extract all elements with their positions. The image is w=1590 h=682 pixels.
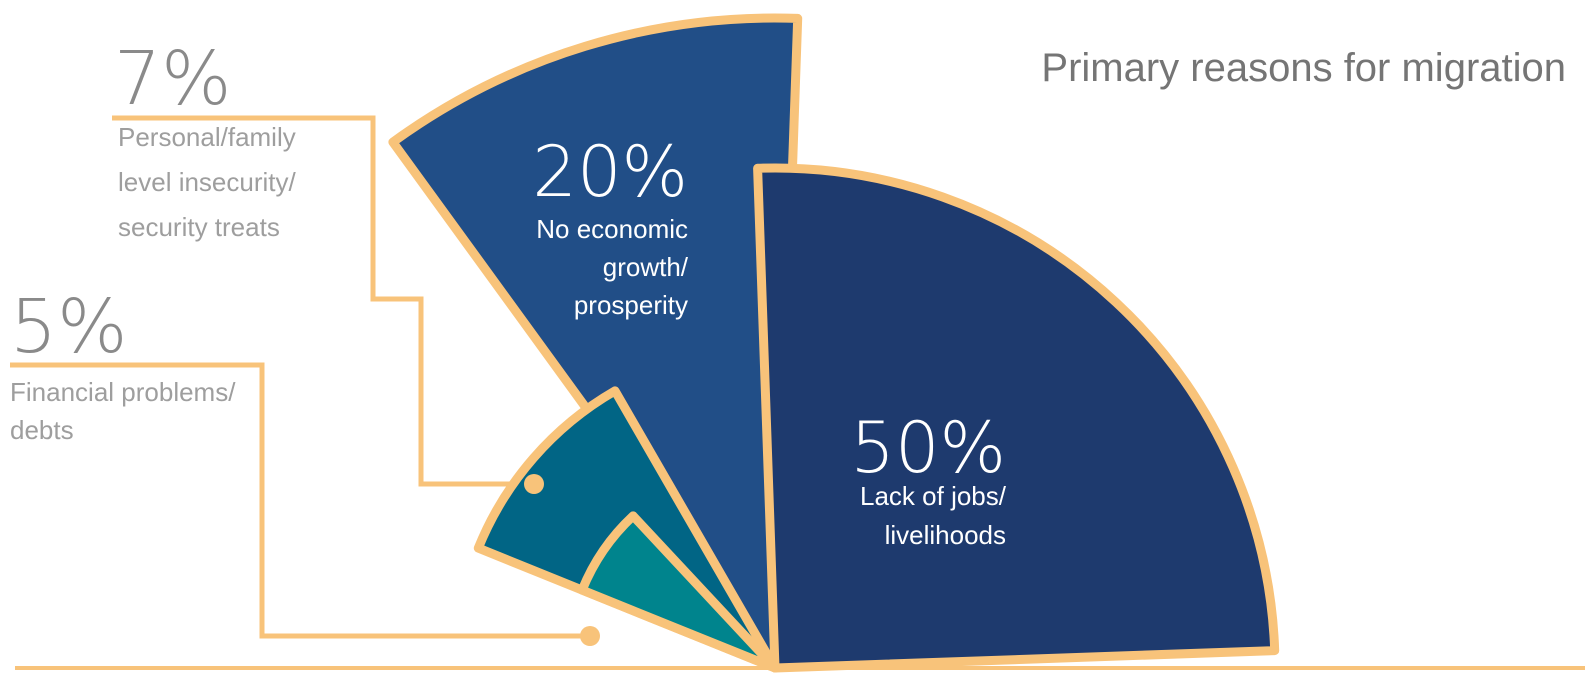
leader-dot-financial bbox=[580, 626, 600, 646]
leader-lines bbox=[10, 115, 590, 639]
chart-title: Primary reasons for migration bbox=[1041, 46, 1566, 90]
chart-slices bbox=[388, 13, 1280, 673]
slice-financial-problems bbox=[577, 511, 780, 673]
pct-financial-problems: 5% bbox=[10, 284, 127, 370]
label-lack-of-jobs-line-2: livelihoods bbox=[885, 520, 1006, 550]
label-personal-insecurity-line-2: level insecurity/ bbox=[118, 167, 297, 197]
slice-no-economic-growth bbox=[388, 13, 803, 673]
chart-labels: 5% Financial problems/debts 7%Personal/fam… bbox=[10, 36, 1007, 550]
pct-no-economic-growth: 20% bbox=[532, 131, 688, 213]
label-no-economic-growth-line-2: growth/ bbox=[603, 252, 689, 282]
leader-dot-security bbox=[524, 474, 544, 494]
label-personal-insecurity-line-3: security treats bbox=[118, 212, 280, 242]
label-no-economic-growth-line-3: prosperity bbox=[574, 290, 688, 320]
leader-dots bbox=[524, 474, 600, 646]
slice-lack-of-jobs bbox=[753, 163, 1280, 673]
label-financial-problems-line-2: debts bbox=[10, 415, 74, 445]
label-financial-problems-line-1: Financial problems/ bbox=[10, 377, 236, 407]
label-personal-insecurity-line-1: Personal/family bbox=[118, 122, 296, 152]
pct-personal-insecurity: 7% bbox=[114, 36, 231, 122]
leader-line-security bbox=[112, 115, 534, 487]
leader-line-financial bbox=[10, 362, 590, 639]
label-lack-of-jobs-line-1: Lack of jobs/ bbox=[860, 481, 1007, 511]
label-no-economic-growth-line-1: No economic bbox=[536, 214, 688, 244]
pct-lack-of-jobs: 50% bbox=[850, 407, 1006, 489]
